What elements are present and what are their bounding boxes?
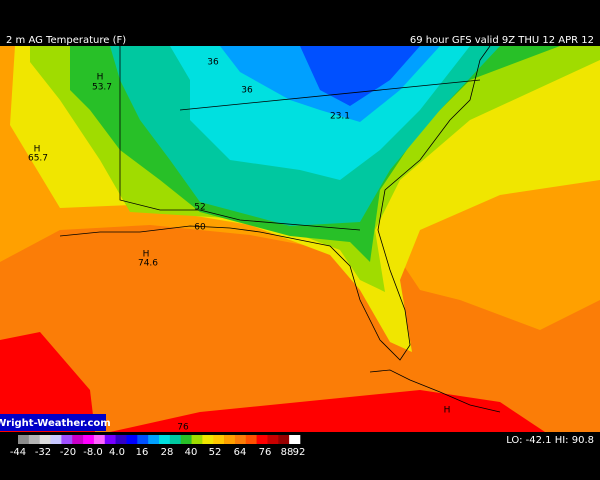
map-label: 52 bbox=[194, 203, 205, 213]
map-label: 74.6 bbox=[138, 259, 158, 269]
logo-box bbox=[0, 414, 106, 431]
color-cell bbox=[278, 435, 290, 444]
colorbar-label: 4.0 bbox=[109, 447, 125, 458]
map-label: 23.1 bbox=[330, 112, 350, 122]
map-label: 65.7 bbox=[28, 154, 48, 164]
color-cell bbox=[115, 435, 127, 444]
color-cell bbox=[148, 435, 160, 444]
color-cell bbox=[191, 435, 203, 444]
map-label: 36 bbox=[241, 86, 253, 96]
color-cell bbox=[137, 435, 149, 444]
colorbar-label: -32 bbox=[35, 447, 51, 458]
color-cell bbox=[93, 435, 106, 444]
color-cell bbox=[245, 435, 257, 444]
map: 36 36 H 53.7 23.1 H 65.7 52 60 H 74.6 76… bbox=[0, 45, 600, 433]
color-cell bbox=[28, 435, 40, 444]
run-info: 69 hour GFS valid 9Z THU 12 APR 12 bbox=[410, 35, 594, 46]
color-cell bbox=[83, 435, 95, 444]
colorbar-label: 76 bbox=[259, 447, 272, 458]
colorbar-label: 40 bbox=[185, 447, 198, 458]
zone bbox=[110, 390, 545, 432]
color-cell bbox=[224, 435, 236, 444]
color-cell bbox=[213, 435, 225, 444]
colorbar-label: 88 bbox=[281, 447, 294, 458]
color-cell bbox=[104, 435, 116, 444]
map-label: 36 bbox=[207, 58, 219, 68]
color-cell bbox=[180, 435, 192, 444]
colorbar bbox=[18, 435, 301, 444]
color-cell bbox=[39, 435, 51, 444]
color-cell bbox=[234, 435, 247, 444]
logo: Wright-Weather.com bbox=[0, 418, 111, 429]
color-cell bbox=[18, 435, 30, 444]
color-cell bbox=[50, 435, 62, 444]
color-cell bbox=[256, 435, 268, 444]
map-label: H bbox=[143, 250, 150, 260]
coastline bbox=[59, 45, 491, 361]
border bbox=[119, 46, 361, 231]
colorbar-label: 16 bbox=[136, 447, 149, 458]
color-cell bbox=[72, 435, 84, 444]
map-label: 53.7 bbox=[92, 83, 112, 93]
extremes: LO: -42.1 HI: 90.8 bbox=[506, 435, 594, 446]
title: 2 m AG Temperature (F) bbox=[6, 35, 126, 46]
colorbar-label: -44 bbox=[10, 447, 26, 458]
colorbar-label: -20 bbox=[60, 447, 76, 458]
color-cell bbox=[267, 435, 279, 444]
islands bbox=[369, 369, 501, 413]
border bbox=[179, 79, 481, 111]
map-label: H bbox=[444, 406, 451, 416]
colorbar-label: 52 bbox=[209, 447, 222, 458]
map-label: 76 bbox=[177, 423, 189, 433]
map-label: H bbox=[97, 73, 104, 83]
color-cell bbox=[169, 435, 181, 444]
color-cell bbox=[126, 435, 138, 444]
zone bbox=[0, 332, 95, 432]
colorbar-label: 28 bbox=[161, 447, 174, 458]
colorbar-label: 92 bbox=[293, 447, 306, 458]
color-cell bbox=[159, 435, 171, 444]
colorbar-label: 64 bbox=[234, 447, 247, 458]
color-cell bbox=[289, 435, 301, 444]
colorbar-label: -8.0 bbox=[83, 447, 103, 458]
color-cell bbox=[202, 435, 214, 444]
map-label: 60 bbox=[194, 223, 206, 233]
map-label: H bbox=[34, 145, 41, 155]
color-cell bbox=[61, 435, 73, 444]
zone bbox=[300, 46, 420, 106]
